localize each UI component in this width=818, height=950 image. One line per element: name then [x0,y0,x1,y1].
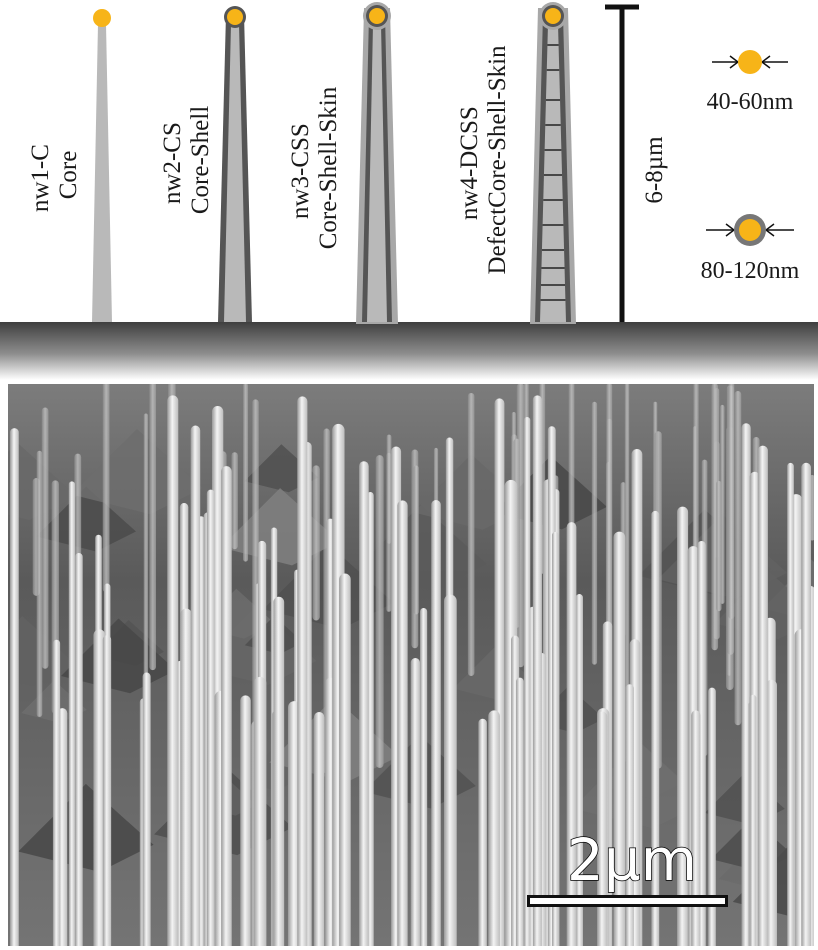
svg-text:nw2-CS Core-Shell: nw2-CS Core-Shell [159,106,214,214]
label-nw4-type: DefectCore-Shell-Skin [484,45,511,275]
label-nw1-type: Core [55,151,82,200]
sem-nanowires-foreground [10,395,814,946]
sem-micrograph: 2µm [8,384,814,946]
gold-catalyst-3 [369,8,385,24]
nanowire-nw1-core [92,9,112,322]
label-nw2-name: nw2-CS [159,122,186,204]
label-nw1-name: nw1-C [27,144,54,212]
svg-text:nw1-C Core: nw1-C Core [27,138,82,212]
diameter-shell-label: 80-120nm [701,258,800,284]
nanowire-nw2-core-shell [218,6,252,322]
svg-text:nw3-CSS Core-Shell-Skin: nw3-CSS Core-Shell-Skin [287,86,342,249]
gold-catalyst-2 [227,9,243,25]
svg-text:nw4-DCSS DefectCore-Shel: nw4-DCSS DefectCore-Shell-Skin [456,45,511,275]
stacking-defect-lines [540,44,566,301]
length-marker [605,4,639,322]
diameter-core-icon [712,50,788,74]
nanowire-nw3-core-shell-skin [356,2,398,324]
scale-bar-label: 2µm [567,826,697,894]
nanowire-schematic: nw1-C Core nw2-CS Core-Shell nw3-CSS Cor… [0,0,818,380]
label-nw4-name: nw4-DCSS [456,106,483,220]
label-nw2-type: Core-Shell [187,106,214,214]
gold-catalyst-1 [93,9,111,27]
length-label: 6-8µm [641,136,668,204]
label-nw3-type: Core-Shell-Skin [315,86,342,249]
substrate [0,322,818,380]
nanowire-nw4-defect-core-shell-skin [530,2,576,324]
diameter-shell-icon [706,214,794,246]
gold-catalyst-4 [545,8,561,24]
label-nw3-name: nw3-CSS [287,123,314,219]
scale-bar: 2µm [527,825,728,907]
diameter-core-label: 40-60nm [707,89,794,115]
